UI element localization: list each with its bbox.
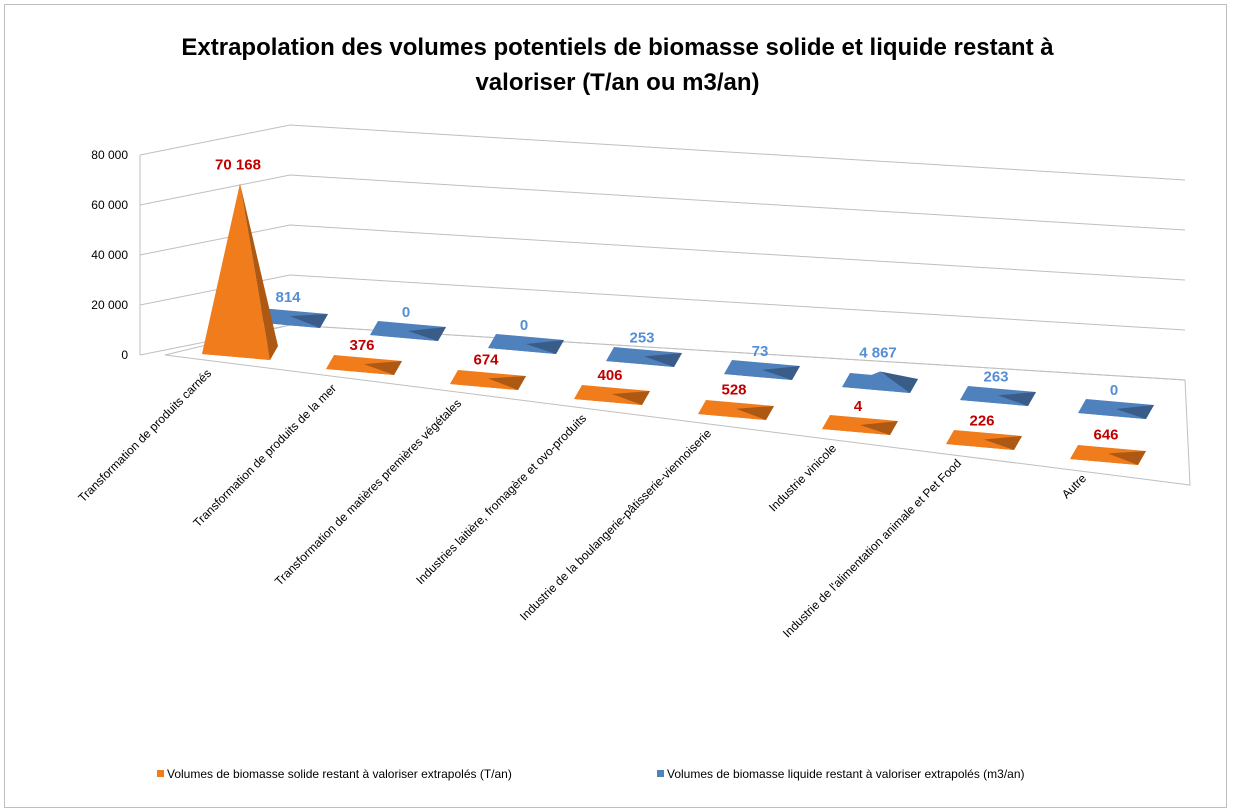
pyramid-side (736, 406, 774, 420)
pyramid (960, 386, 1036, 406)
pyramid-front (450, 378, 518, 390)
pyramid-front (1078, 409, 1146, 419)
value-label: 226 (969, 412, 994, 429)
grid-line (139, 224, 1186, 281)
legend-item: Volumes de biomasse liquide restant à va… (657, 766, 1157, 782)
pyramid-side (984, 436, 1022, 450)
value-label: 528 (721, 382, 746, 399)
pyramid-side (880, 371, 918, 393)
pyramid (370, 321, 446, 341)
value-label: 814 (275, 289, 301, 306)
value-label: 73 (752, 343, 769, 360)
value-label: 376 (349, 337, 374, 354)
value-label: 263 (983, 368, 1008, 385)
pyramid (450, 370, 526, 390)
legend-label: Volumes de biomasse solide restant à val… (167, 767, 512, 781)
pyramid-side (488, 376, 526, 390)
chart-title: Extrapolation des volumes potentiels de … (181, 34, 1054, 96)
pyramid-front (606, 356, 674, 367)
pyramid-front (842, 371, 910, 393)
pyramid (574, 385, 650, 405)
x-tick-label: Industrie vinicole (766, 441, 839, 514)
y-tick-label: 40 000 (91, 248, 128, 262)
pyramid (842, 371, 918, 393)
value-label: 0 (520, 317, 528, 334)
pyramid (698, 400, 774, 420)
pyramid-front (822, 424, 890, 435)
pyramid-front (370, 331, 438, 341)
pyramid-side (526, 340, 564, 354)
x-tick-label: Industries laitière, fromagère et ovo-pr… (413, 411, 589, 587)
pyramid-side (408, 327, 446, 341)
pyramid (202, 183, 278, 360)
y-tick-label: 60 000 (91, 198, 128, 212)
pyramid-side (364, 361, 402, 375)
grid-line (139, 174, 1186, 231)
x-tick-label: Transformation de produits carnés (75, 366, 214, 505)
y-tick-label: 20 000 (91, 298, 128, 312)
legend-swatch (157, 770, 164, 777)
y-tick-label: 80 000 (91, 148, 128, 162)
legend-item: Volumes de biomasse solide restant à val… (157, 766, 557, 782)
x-tick-label: Industrie de l'alimentation animale et P… (780, 456, 964, 640)
pyramid-front (960, 395, 1028, 406)
pyramid-front (488, 344, 556, 354)
value-label: 4 867 (859, 344, 897, 361)
value-label: 4 (854, 398, 863, 415)
y-tick-label: 0 (121, 348, 128, 362)
pyramid-side (1108, 451, 1146, 465)
pyramid-side (240, 183, 278, 360)
pyramid-side (762, 366, 800, 380)
pyramid (822, 415, 898, 435)
value-label: 674 (473, 351, 499, 368)
pyramid-front (326, 364, 394, 375)
pyramid-side (612, 391, 650, 405)
value-label: 253 (629, 329, 654, 346)
pyramid-side (998, 392, 1036, 406)
pyramid (724, 360, 800, 380)
grid-line (139, 274, 1186, 331)
value-label: 70 168 (215, 156, 261, 173)
x-tick-label: Transformation de produits de la mer (190, 381, 339, 530)
pyramid-side (290, 314, 328, 328)
value-label: 646 (1093, 426, 1118, 443)
pyramid-front (724, 369, 792, 380)
grid-line (139, 124, 1186, 181)
pyramid-front (946, 439, 1014, 450)
x-tick-label: Autre (1059, 471, 1089, 501)
value-label: 0 (402, 304, 410, 321)
pyramid (946, 430, 1022, 450)
pyramid-side (644, 353, 682, 367)
pyramid-front (1070, 453, 1138, 465)
pyramid-front (252, 316, 320, 328)
pyramid-front (202, 183, 270, 360)
pyramid-front (698, 408, 766, 420)
pyramid (606, 347, 682, 367)
chart-frame (4, 4, 1227, 808)
legend-swatch (657, 770, 664, 777)
pyramid-side (860, 421, 898, 435)
pyramid (488, 334, 564, 354)
pyramid-side (1116, 405, 1154, 419)
pyramid (1070, 445, 1146, 465)
legend-label: Volumes de biomasse liquide restant à va… (667, 767, 1025, 781)
value-label: 0 (1110, 382, 1118, 399)
pyramid (326, 355, 402, 375)
pyramid-front (574, 394, 642, 405)
value-label: 406 (597, 367, 622, 384)
pyramid (1078, 399, 1154, 419)
